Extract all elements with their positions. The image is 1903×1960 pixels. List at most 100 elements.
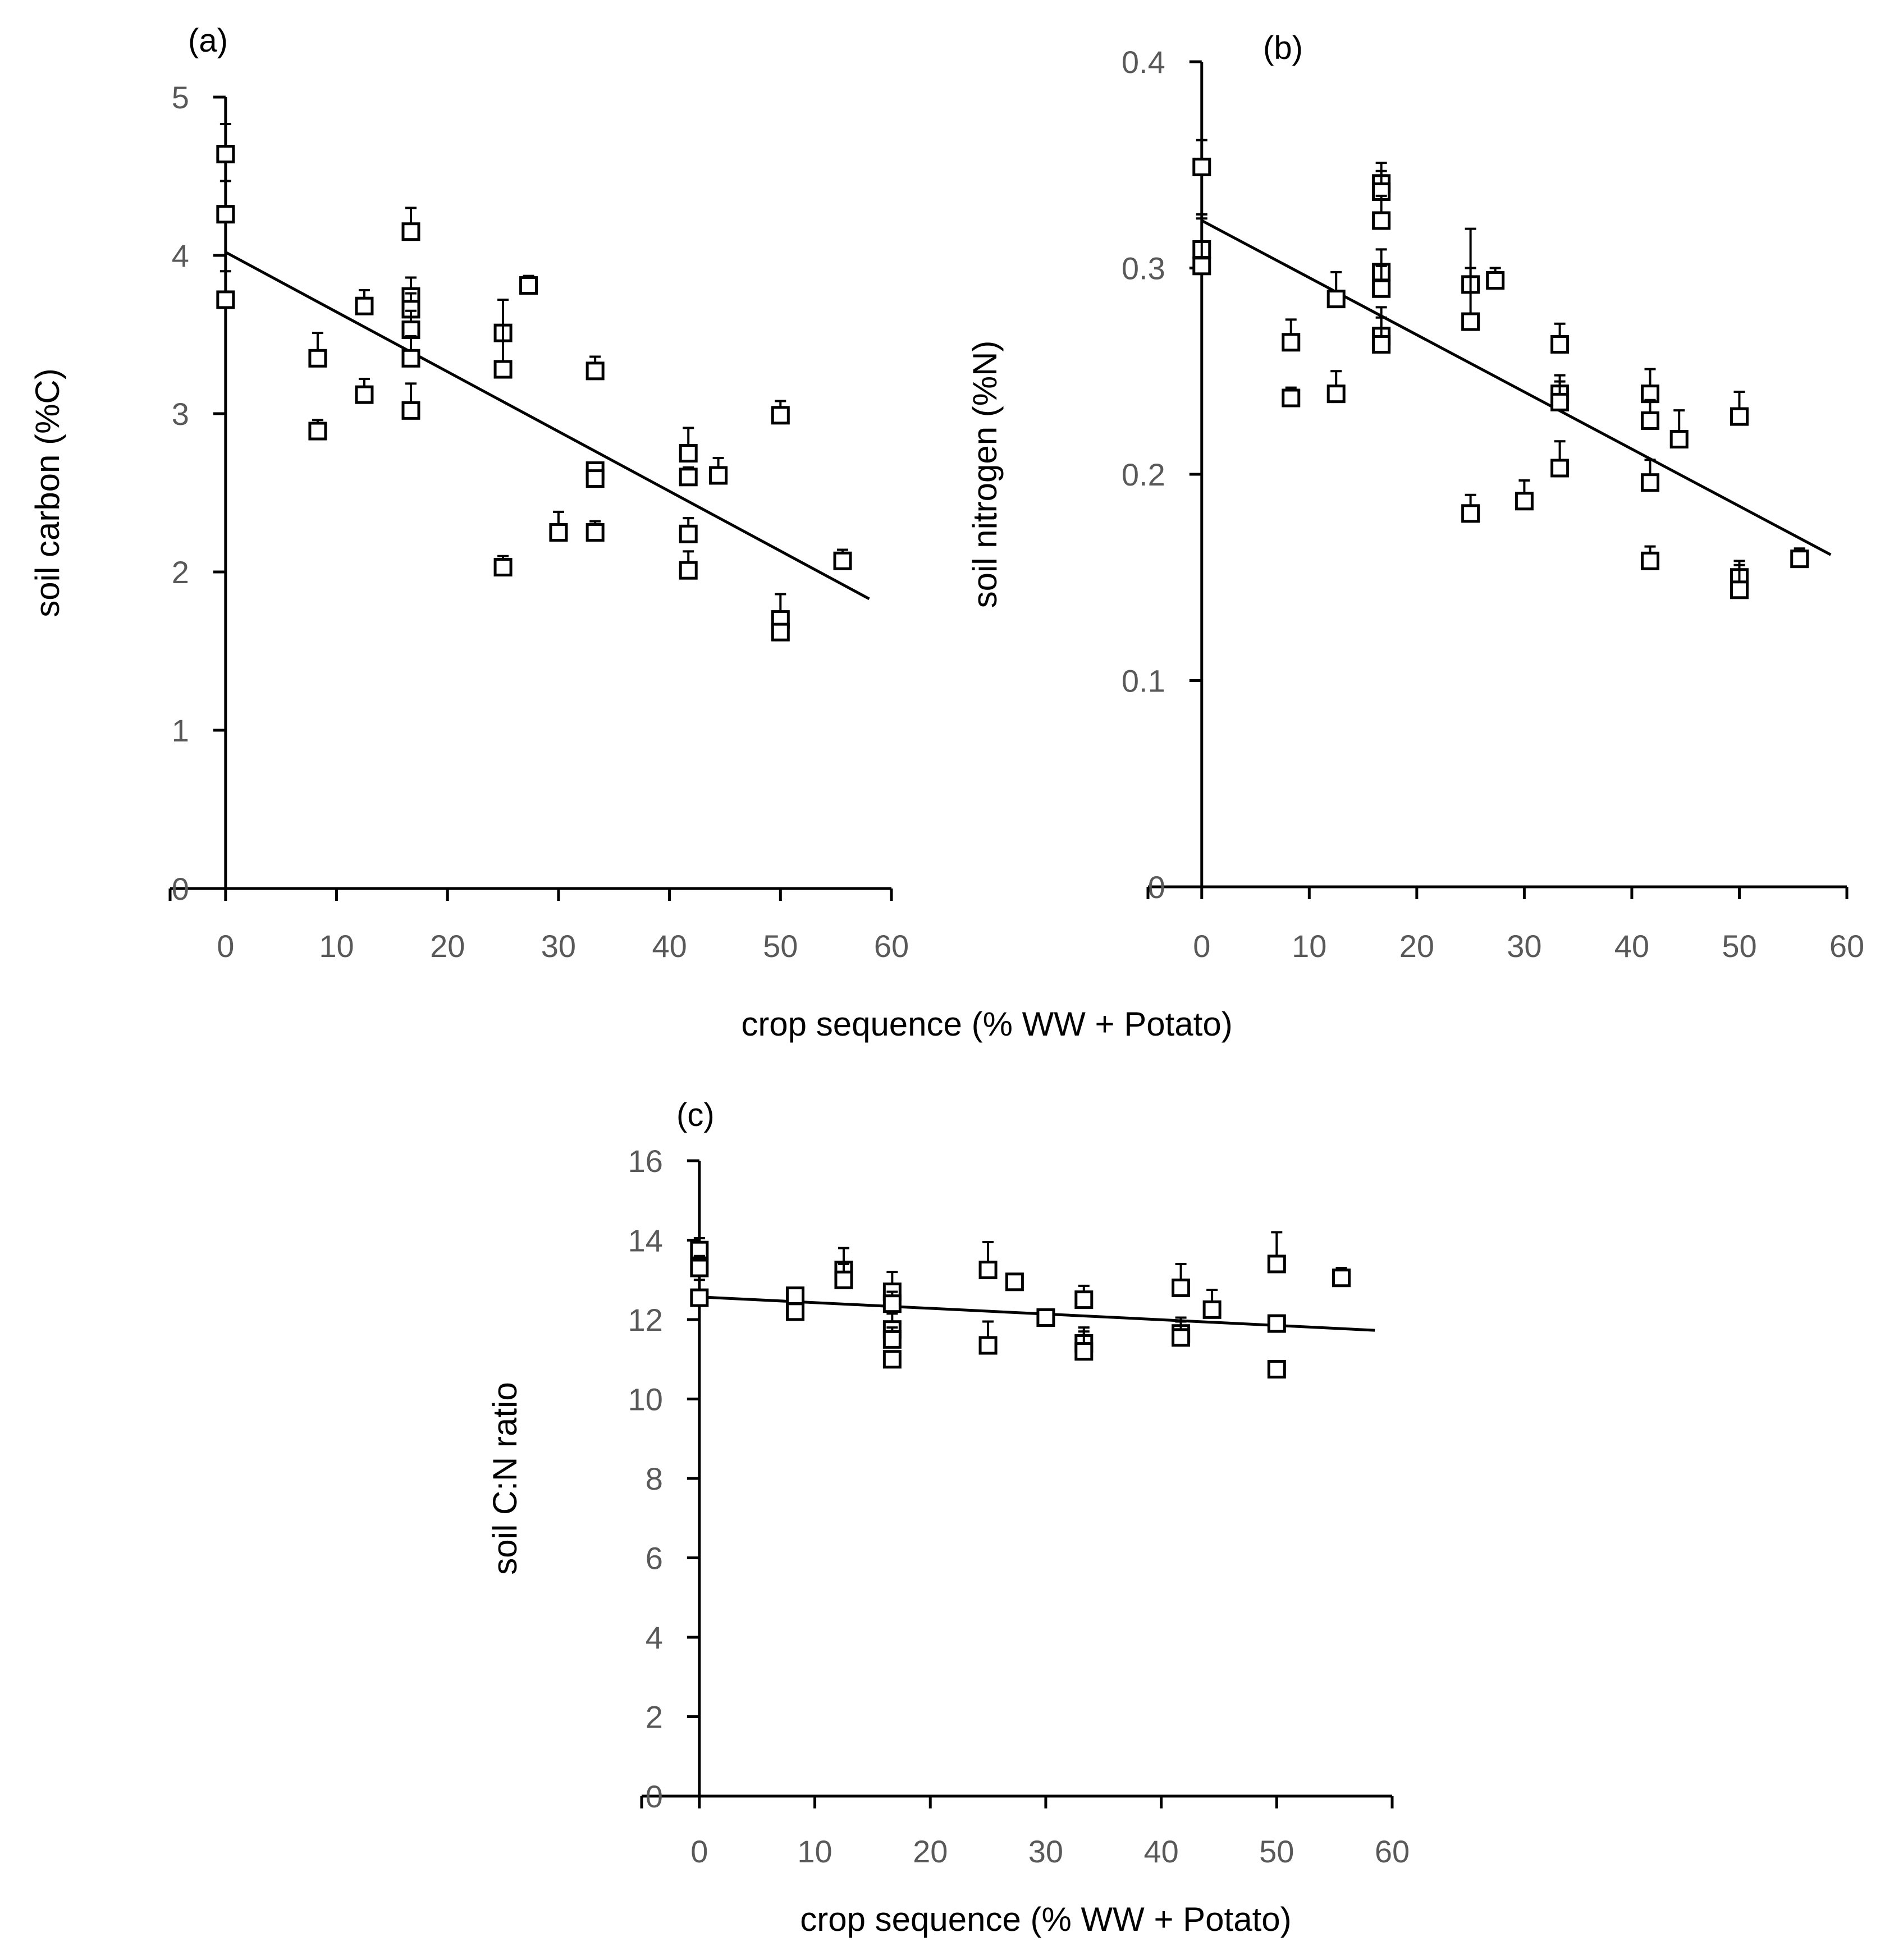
data-point xyxy=(679,468,698,487)
y-tick-label: 0 xyxy=(172,871,189,906)
data-point xyxy=(1332,1268,1351,1288)
y-tick-label: 6 xyxy=(646,1541,663,1576)
data-point xyxy=(1550,459,1570,478)
panel-b-soil-nitrogen: 0 0.1 0.2 0.3 0.4 0 10 20 30 40 50 60 soil nitrogen … xyxy=(966,44,1864,964)
data-point xyxy=(679,524,698,543)
x-tick-label: 0 xyxy=(217,928,234,964)
data-point xyxy=(1640,411,1659,430)
data-point xyxy=(786,1286,805,1306)
x-tick-label: 0 xyxy=(690,1834,708,1869)
data-point xyxy=(679,561,698,580)
y-tick-label: 2 xyxy=(172,555,189,590)
y-tick-label: 4 xyxy=(646,1620,663,1655)
data-point xyxy=(1267,1254,1286,1274)
data-point xyxy=(549,523,568,542)
data-point xyxy=(401,349,420,368)
data-point xyxy=(1172,1278,1191,1297)
x-tick-label: 10 xyxy=(1292,928,1326,964)
data-point xyxy=(882,1330,902,1349)
data-point xyxy=(1372,279,1391,298)
data-point xyxy=(585,469,605,488)
y-axis-title: soil carbon (%C) xyxy=(29,368,66,617)
y-tick-label: 3 xyxy=(172,396,189,432)
y-axis-title: soil C:N ratio xyxy=(486,1382,524,1574)
data-point xyxy=(978,1261,998,1280)
x-tick-label: 10 xyxy=(797,1834,832,1869)
x-tick-label: 40 xyxy=(1614,928,1649,964)
data-point xyxy=(308,349,327,368)
data-point xyxy=(1036,1308,1055,1327)
data-point xyxy=(519,276,538,295)
panel-label-a: (a) xyxy=(188,22,228,59)
y-tick-label: 10 xyxy=(628,1382,663,1417)
x-tick-label: 0 xyxy=(1193,928,1210,964)
x-tick-label: 20 xyxy=(430,928,465,964)
trendline xyxy=(1201,219,1832,556)
trendline xyxy=(225,251,870,601)
data-point xyxy=(1267,1359,1286,1379)
data-point xyxy=(882,1294,902,1313)
data-point xyxy=(308,422,327,441)
data-point xyxy=(1282,388,1301,407)
y-tick-label: 0 xyxy=(1148,869,1165,905)
data-point xyxy=(1202,1300,1222,1319)
y-tick-label: 2 xyxy=(646,1700,663,1735)
panel-label-c: (c) xyxy=(676,1097,715,1133)
data-point xyxy=(1192,257,1211,276)
y-tick-label: 14 xyxy=(628,1223,663,1258)
data-point xyxy=(585,523,605,542)
x-tick-label: 50 xyxy=(763,928,798,964)
data-point xyxy=(216,290,235,309)
data-point xyxy=(1172,1328,1191,1347)
data-point xyxy=(1486,271,1505,290)
x-tick-label: 30 xyxy=(541,928,576,964)
data-point xyxy=(1730,580,1749,599)
y-tick-label: 1 xyxy=(172,713,189,748)
y-tick-label: 0.1 xyxy=(1122,663,1165,699)
data-point xyxy=(585,361,605,381)
data-point xyxy=(786,1302,805,1321)
data-point xyxy=(1790,549,1809,569)
y-axis-title: soil nitrogen (%N) xyxy=(966,341,1004,608)
x-tick-label: 60 xyxy=(1829,928,1864,964)
data-point xyxy=(771,406,790,425)
shared-x-axis-title: crop sequence (% WW + Potato) xyxy=(741,1005,1232,1043)
y-tick-label: 0 xyxy=(646,1779,663,1814)
data-point xyxy=(1461,312,1480,331)
x-tick-label: 20 xyxy=(1399,928,1434,964)
data-point xyxy=(709,466,728,485)
y-tick-label: 8 xyxy=(646,1461,663,1496)
data-point xyxy=(355,296,374,315)
data-point xyxy=(1515,492,1534,511)
y-tick-label: 4 xyxy=(172,238,189,273)
data-point xyxy=(1282,333,1301,352)
x-tick-label: 30 xyxy=(1507,928,1541,964)
data-point xyxy=(493,360,513,379)
y-tick-label: 0.2 xyxy=(1122,457,1165,492)
y-tick-label: 0.4 xyxy=(1122,44,1165,80)
data-point xyxy=(690,1258,709,1277)
data-point xyxy=(1372,335,1391,354)
y-tick-label: 16 xyxy=(628,1143,663,1179)
data-point xyxy=(401,222,420,241)
data-point xyxy=(1550,392,1570,411)
data-point xyxy=(1640,473,1659,492)
data-point xyxy=(1074,1290,1094,1309)
x-tick-label: 30 xyxy=(1028,1834,1063,1869)
x-tick-label: 60 xyxy=(1375,1834,1410,1869)
data-point xyxy=(1730,407,1749,426)
data-point xyxy=(1326,384,1346,404)
data-point xyxy=(1550,335,1570,354)
data-point xyxy=(834,1270,853,1289)
data-point xyxy=(679,444,698,462)
data-point xyxy=(1640,551,1659,570)
data-point xyxy=(1372,211,1391,230)
data-point xyxy=(1074,1342,1094,1361)
data-point xyxy=(690,1288,709,1307)
data-point xyxy=(833,551,852,570)
x-tick-label: 40 xyxy=(652,928,687,964)
y-tick-label: 0.3 xyxy=(1122,251,1165,286)
x-tick-label: 60 xyxy=(874,928,909,964)
data-point xyxy=(1267,1314,1286,1333)
